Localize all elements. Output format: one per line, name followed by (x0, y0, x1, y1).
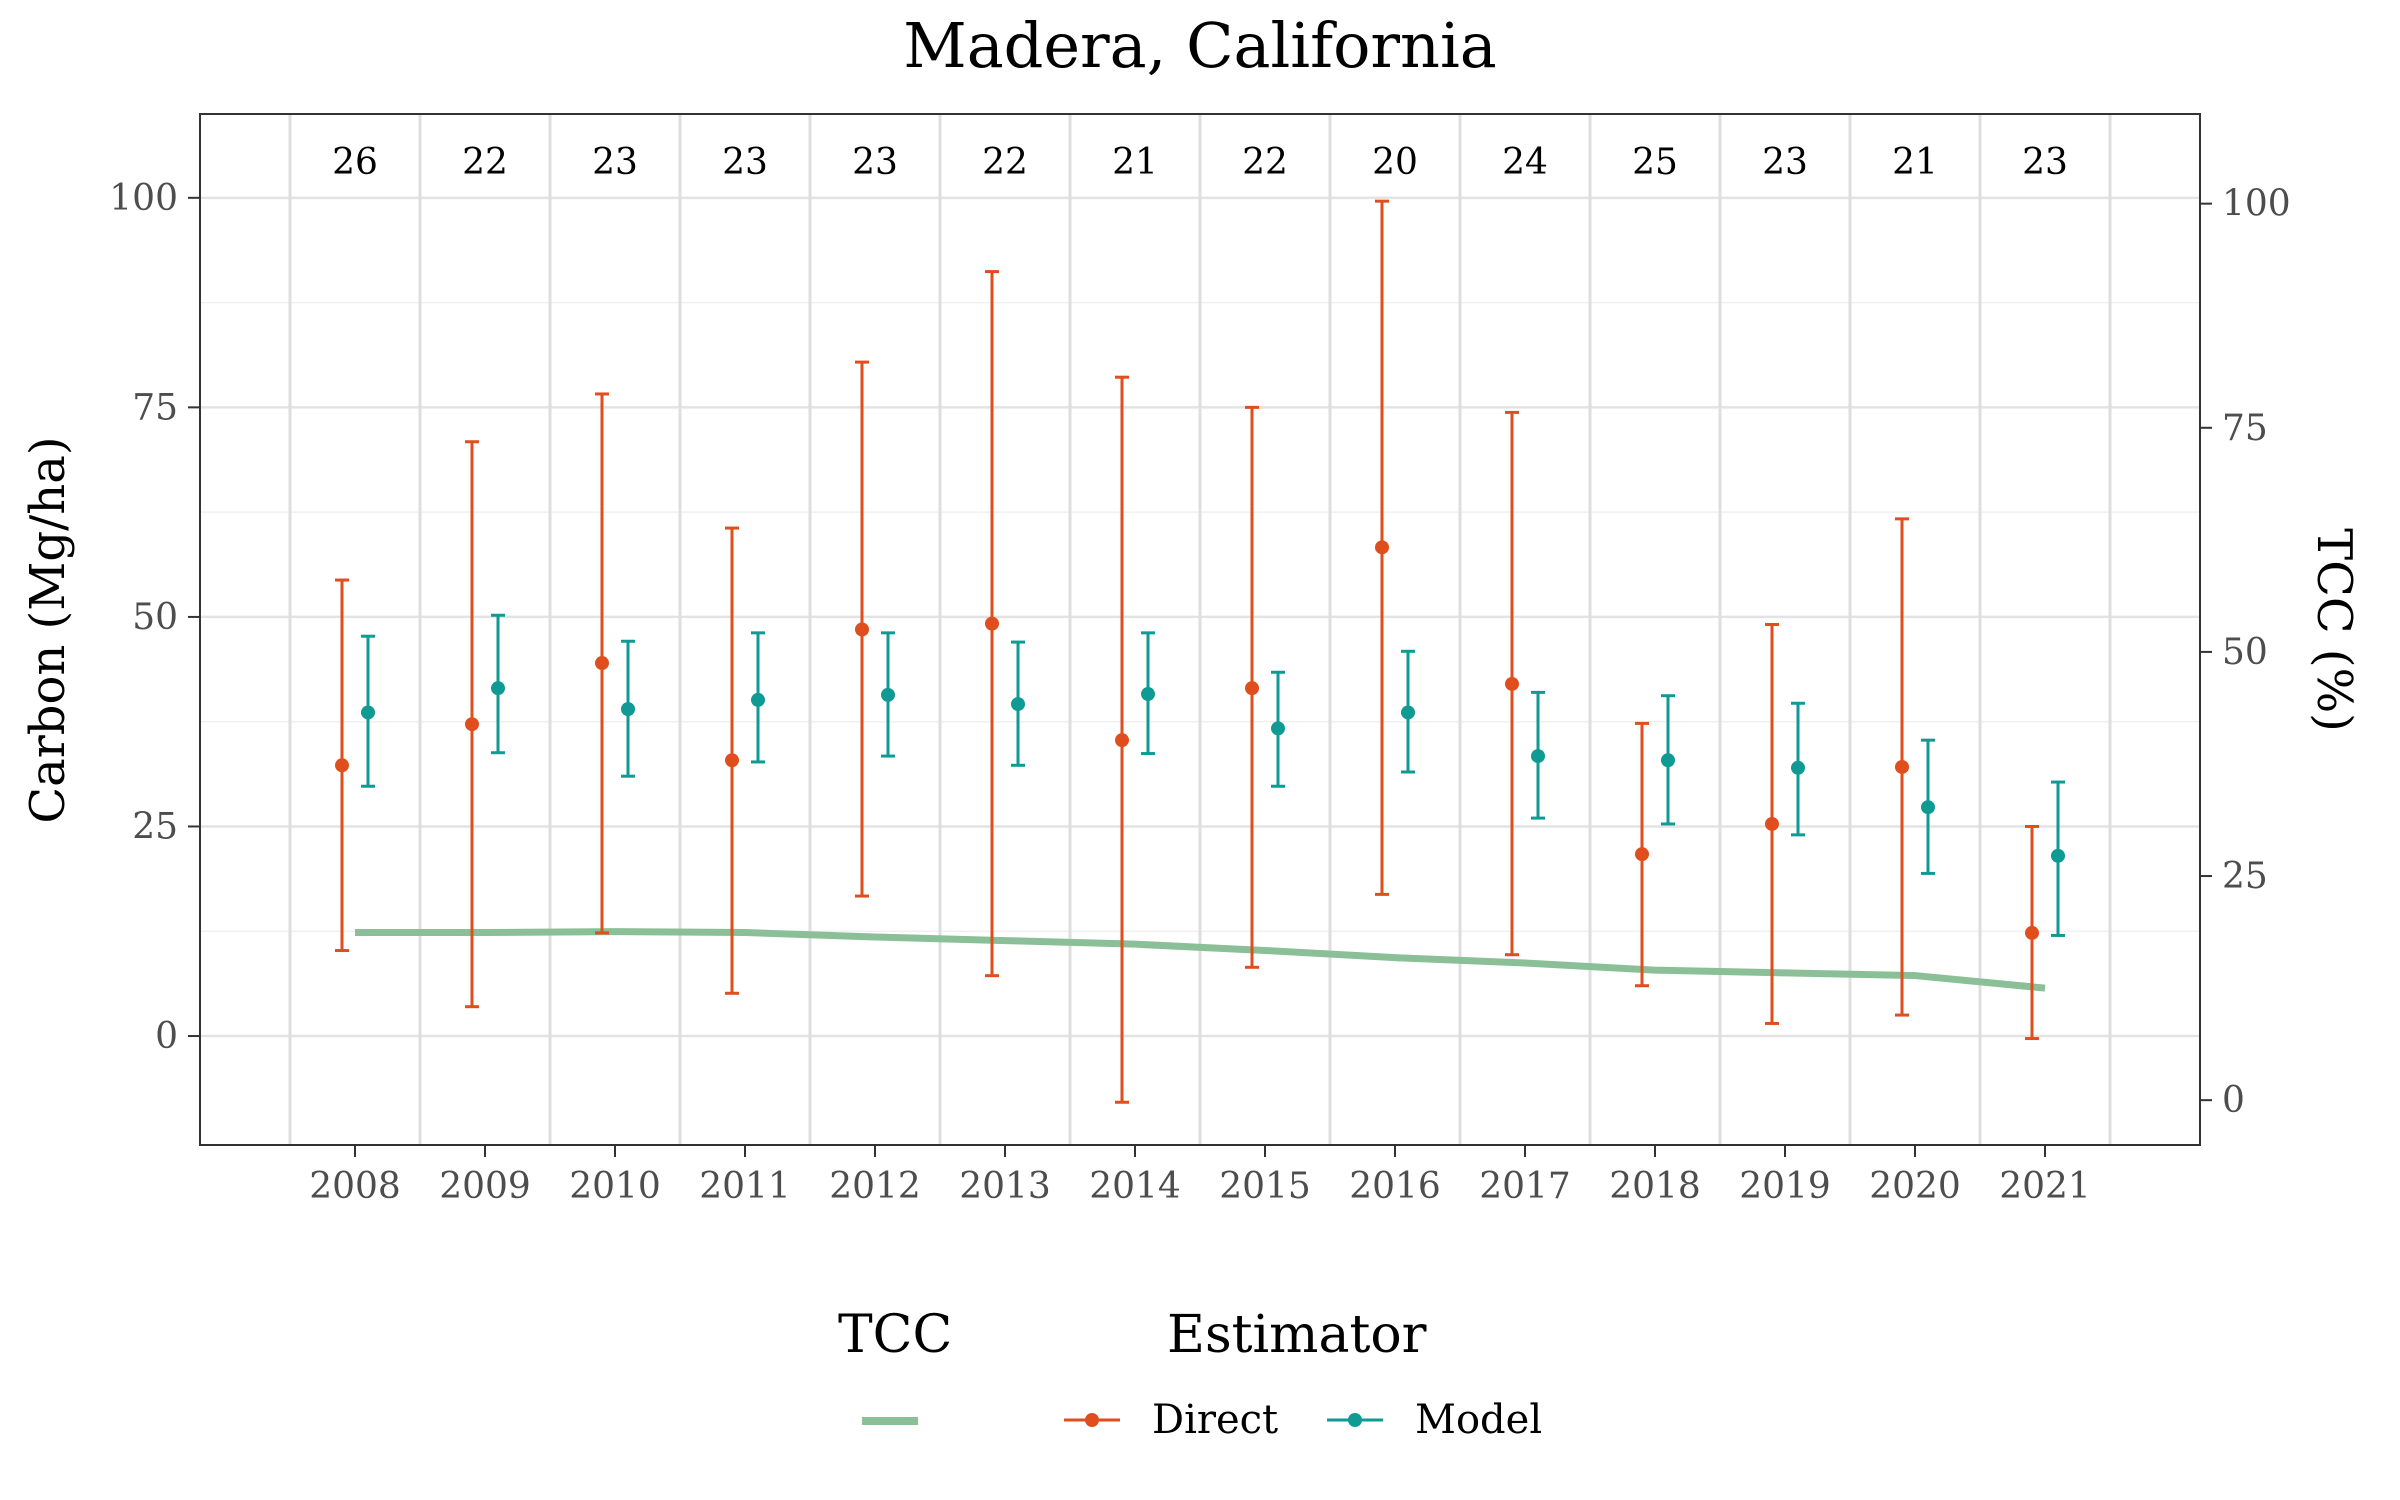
x-tick-label: 2020 (1869, 1166, 1961, 1207)
count-label: 26 (332, 142, 378, 183)
x-tick-label: 2014 (1089, 1166, 1181, 1207)
y-tick-label: 75 (132, 387, 178, 428)
grid (200, 114, 2200, 1145)
y2-tick-label: 50 (2222, 632, 2268, 673)
direct-point (1635, 847, 1649, 862)
y-tick-label: 0 (155, 1016, 178, 1057)
y2-tick-label: 100 (2222, 184, 2291, 225)
count-label: 22 (982, 142, 1028, 183)
count-label: 21 (1112, 142, 1158, 183)
direct-point (855, 622, 869, 637)
direct-point (1765, 816, 1779, 831)
count-label: 22 (462, 142, 508, 183)
x-tick-label: 2021 (1999, 1166, 2091, 1207)
x-tick-label: 2009 (439, 1166, 531, 1207)
legend: TCC Estimator Direct Model (838, 1305, 1542, 1443)
direct-point (1505, 676, 1519, 691)
y2-axis-title: TCC (%) (2306, 528, 2362, 732)
marks: 26 22 23 23 23 22 21 22 20 24 25 23 21 23 (332, 142, 2068, 1104)
model-point (1921, 800, 1935, 815)
x-tick-label: 2011 (699, 1166, 791, 1207)
y2-tick-label: 25 (2222, 856, 2268, 897)
count-label: 20 (1372, 142, 1418, 183)
model-point (881, 687, 895, 702)
count-label: 23 (592, 142, 638, 183)
count-label: 23 (722, 142, 768, 183)
direct-point (2025, 925, 2039, 940)
direct-point (595, 656, 609, 671)
x-tick-label: 2015 (1219, 1166, 1311, 1207)
model-point (621, 702, 635, 717)
model-point (1661, 753, 1675, 768)
direct-point (725, 753, 739, 768)
model-point (361, 705, 375, 720)
y2-tick-label: 0 (2222, 1080, 2245, 1121)
count-label: 23 (852, 142, 898, 183)
model-point (1791, 760, 1805, 775)
model-point (751, 692, 765, 707)
model-point (1401, 705, 1415, 720)
y-tick-label: 25 (132, 806, 178, 847)
legend-label-direct: Direct (1152, 1397, 1278, 1443)
direct-point (1375, 540, 1389, 555)
direct-point (985, 616, 999, 631)
legend-title-estimator: Estimator (1167, 1305, 1427, 1365)
model-point (1531, 749, 1545, 764)
tcc-line (355, 928, 2046, 992)
direct-point (1115, 733, 1129, 748)
x-tick-label: 2019 (1739, 1166, 1831, 1207)
y-tick-label: 50 (132, 597, 178, 638)
direct-point (465, 717, 479, 732)
axes: 0 25 50 75 100 0 25 50 75 100 2008 2009 2010 2011 2012… (109, 178, 2290, 1207)
count-label: 23 (2022, 142, 2068, 183)
direct-point (335, 758, 349, 773)
model-point (491, 681, 505, 696)
x-tick-label: 2008 (309, 1166, 401, 1207)
panel-border (199, 113, 2201, 1146)
x-tick-label: 2012 (829, 1166, 921, 1207)
x-tick-label: 2013 (959, 1166, 1051, 1207)
direct-point (1245, 681, 1259, 696)
direct-point (1895, 759, 1909, 774)
model-point (2051, 848, 2065, 863)
y2-tick-label: 75 (2222, 408, 2268, 449)
x-tick-label: 2010 (569, 1166, 661, 1207)
chart-title: Madera, California (903, 9, 1497, 82)
count-label: 22 (1242, 142, 1288, 183)
y-tick-label: 100 (109, 178, 178, 219)
legend-label-model: Model (1415, 1397, 1542, 1443)
legend-title-tcc: TCC (838, 1305, 952, 1365)
count-label: 25 (1632, 142, 1678, 183)
count-label: 23 (1762, 142, 1808, 183)
count-label: 24 (1502, 142, 1548, 183)
model-point (1141, 687, 1155, 702)
x-tick-label: 2016 (1349, 1166, 1441, 1207)
legend-key-point-direct (1085, 1413, 1099, 1427)
y-axis-title: Carbon (Mg/ha) (20, 436, 76, 823)
x-tick-label: 2017 (1479, 1166, 1571, 1207)
legend-key-point-model (1348, 1413, 1362, 1427)
model-point (1271, 721, 1285, 736)
count-label: 21 (1892, 142, 1938, 183)
model-point (1011, 697, 1025, 712)
x-tick-label: 2018 (1609, 1166, 1701, 1207)
